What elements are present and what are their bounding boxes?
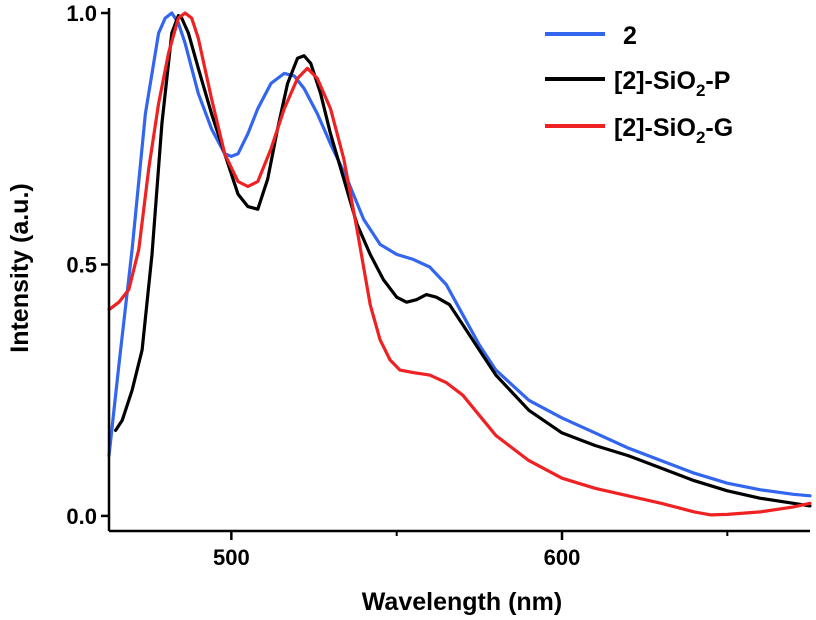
y-axis-title: Intensity (a.u.) — [6, 183, 34, 352]
y-tick-label: 1.0 — [66, 1, 97, 26]
x-tick-label: 600 — [544, 545, 581, 570]
series-line-3 — [107, 11, 812, 517]
chart-series-layer — [107, 11, 812, 517]
legend-label-3: [2]-SiO2-G — [614, 114, 733, 147]
legend: 2 [2]-SiO2-P [2]-SiO2-G — [545, 22, 733, 147]
x-tick-label: 500 — [213, 545, 250, 570]
y-tick-label: 0.5 — [66, 252, 97, 277]
chart-ticks: 500 600 0.0 0.5 1.0 — [66, 1, 729, 570]
legend-label-1: 2 — [623, 22, 637, 50]
x-axis-title: Wavelength (nm) — [362, 588, 562, 616]
chart-axes — [107, 8, 810, 533]
legend-label-2: [2]-SiO2-P — [614, 67, 730, 100]
y-tick-label: 0.0 — [66, 504, 97, 529]
